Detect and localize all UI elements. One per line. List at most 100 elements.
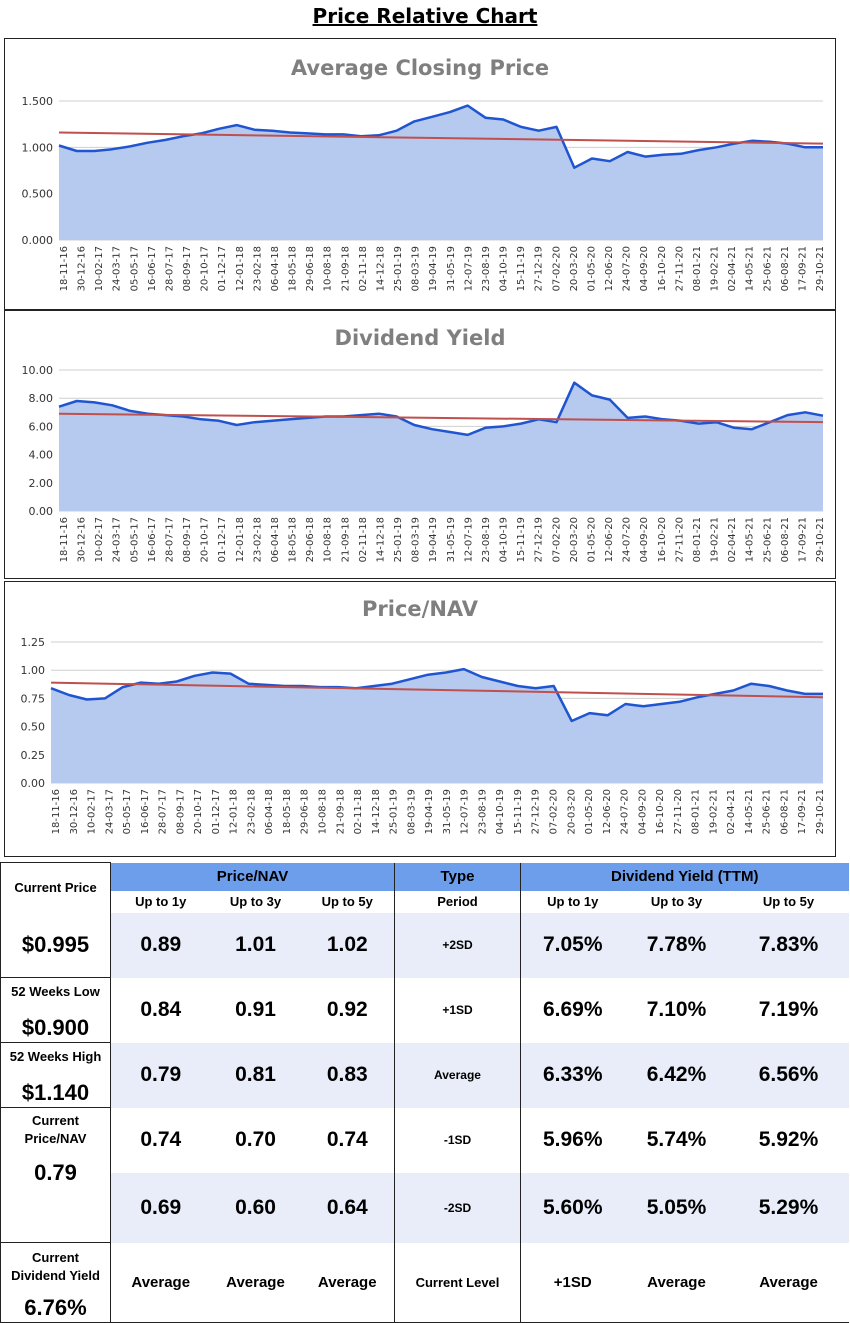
x-tick-label: 06-04-18 [264, 789, 275, 834]
x-tick-label: 05-05-17 [122, 789, 133, 834]
x-tick-label: 14-12-18 [376, 517, 387, 562]
x-tick-label: 25-01-19 [393, 517, 404, 562]
average-closing-price-chart: Average Closing Price 1.500 1.000 0.500 0.00… [4, 38, 836, 310]
dy-value: 7.19% [758, 998, 819, 1021]
series-line [58, 104, 823, 169]
x-tick-label: 12-06-20 [604, 246, 615, 291]
x-tick-label: 23-08-19 [477, 789, 488, 834]
pnav-value: 0.74 [110, 1107, 211, 1173]
x-tick-label: 31-05-19 [442, 789, 453, 834]
y-tick-label: 1.25 [21, 636, 46, 649]
pnav-value: 0.81 [210, 1042, 301, 1108]
dividend-yield-label: Current Dividend Yield [11, 1250, 100, 1283]
x-tick-label: 08-01-21 [692, 517, 703, 562]
x-tick-label: 24-03-17 [112, 246, 123, 291]
y-tick-label: 8.00 [29, 392, 54, 405]
table-row: 52 Weeks Low $0.900 0.84 0.91 0.92 +1SD … [0, 977, 849, 1043]
dy-value: 5.96% [520, 1107, 625, 1173]
pnav-value: 0.92 [326, 998, 368, 1021]
x-tick-label: 25-06-21 [762, 246, 773, 291]
price-nav-svg: Price/NAV 1.25 1.00 0.75 0.50 0.25 0.00 18-11-1… [21, 597, 827, 834]
footer-pnav: Average [110, 1242, 211, 1323]
x-tick-label: 29-10-21 [815, 517, 826, 562]
x-tick-label: 16-06-17 [140, 789, 151, 834]
x-tick-label: 02-04-21 [727, 517, 738, 562]
x-tick-label: 08-01-21 [692, 246, 703, 291]
x-tick-label: 06-04-18 [270, 246, 281, 291]
dividend-yield-header: Dividend Yield (TTM) [519, 862, 849, 891]
y-tick-label: 0.75 [21, 692, 46, 705]
x-tick-label: 20-03-20 [566, 789, 577, 834]
x-tick-label: 31-05-19 [446, 246, 457, 291]
x-tick-label: 14-12-18 [371, 789, 382, 834]
series-line [50, 667, 823, 723]
x-tick-label: 24-07-20 [622, 517, 633, 562]
x-tick-label: 02-04-21 [727, 246, 738, 291]
x-tick-label: 19-04-19 [428, 517, 439, 562]
table-row: Current Price/NAV 0.79 0.74 0.70 0.74 -1… [0, 1107, 849, 1243]
x-tick-label: 24-07-20 [620, 789, 631, 834]
dy-value: 6.69% [520, 977, 625, 1043]
dy-sub-5y: Up to 5y [762, 894, 815, 909]
y-tick-label: 0.000 [22, 234, 54, 247]
y-tick-label: 0.500 [22, 188, 54, 201]
x-tick-label: 07-02-20 [551, 246, 562, 291]
x-tick-label: 18-11-16 [59, 517, 70, 562]
x-tick-label: 20-03-20 [569, 517, 580, 562]
x-tick-label: 25-06-21 [762, 517, 773, 562]
dy-sub-3y: Up to 3y [650, 894, 703, 909]
type-sub-period: Period [394, 890, 521, 913]
x-tick-label: 08-09-17 [175, 789, 186, 834]
x-tick-label: 27-11-20 [674, 246, 685, 291]
x-tick-label: 21-09-18 [340, 517, 351, 562]
x-tick-label: 17-09-21 [797, 789, 808, 834]
pnav-value: 0.91 [235, 998, 276, 1021]
footer-pnav: Average [210, 1242, 301, 1323]
x-tick-label: 29-06-18 [305, 517, 316, 562]
footer-pnav: Average [300, 1242, 395, 1323]
pnav-value: 1.02 [300, 912, 395, 978]
x-tick-label: 12-01-18 [229, 789, 240, 834]
x-tick-label: 16-10-20 [655, 789, 666, 834]
high-value: $1.140 [21, 1080, 90, 1105]
x-tick-label: 28-07-17 [165, 246, 176, 291]
y-tick-label: 4.00 [29, 449, 54, 462]
x-tick-label: 29-10-21 [815, 246, 826, 291]
x-tick-label: 05-05-17 [129, 246, 140, 291]
trend-line [50, 681, 824, 699]
x-tick-label: 01-12-17 [211, 789, 222, 834]
footer-dy: Average [624, 1242, 729, 1323]
x-tick-label: 04-09-20 [637, 789, 648, 834]
dy-value: 7.05% [520, 912, 625, 978]
x-tick-label: 01-05-20 [584, 789, 595, 834]
x-tick-label: 08-09-17 [182, 246, 193, 291]
x-tick-label: 30-12-16 [77, 246, 88, 291]
pnav-value: 0.60 [210, 1172, 301, 1243]
x-tick-label: 10-02-17 [94, 246, 105, 291]
footer-type: Current Level [394, 1242, 521, 1323]
x-tick-label: 16-06-17 [147, 517, 158, 562]
pnav-value: 0.79 [110, 1042, 211, 1108]
dividend-yield-chart: Dividend Yield 10.00 8.00 6.00 4.00 2.00 0.00 1… [4, 310, 836, 579]
x-tick-label: 18-05-18 [288, 246, 299, 291]
x-tick-label: 20-10-17 [200, 246, 211, 291]
pnav-label: Current Price/NAV [24, 1113, 87, 1146]
x-tick-label: 27-12-19 [534, 517, 545, 562]
footer-dy: +1SD [520, 1242, 625, 1323]
valuation-table: Current Price Price/NAV Type Dividend Yi… [0, 862, 849, 1323]
y-tick-label: 0.00 [21, 777, 46, 790]
type-value: -1SD [394, 1107, 521, 1173]
y-tick-label: 6.00 [29, 420, 54, 433]
y-tick-label: 1.000 [22, 141, 54, 154]
x-tick-label: 02-11-18 [358, 246, 369, 291]
table-row: $0.995 0.89 1.01 1.02 +2SD 7.05% 7.78% 7… [0, 912, 849, 978]
y-tick-label: 1.00 [21, 664, 46, 677]
x-tick-label: 27-11-20 [674, 517, 685, 562]
low-label: 52 Weeks Low [11, 984, 100, 999]
x-tick-label: 08-03-19 [411, 246, 422, 291]
chart-title: Average Closing Price [291, 56, 549, 80]
type-header: Type [394, 862, 521, 891]
x-tick-label: 10-02-17 [87, 789, 98, 834]
page-title: Price Relative Chart [312, 4, 538, 28]
x-tick-label: 06-08-21 [780, 517, 791, 562]
